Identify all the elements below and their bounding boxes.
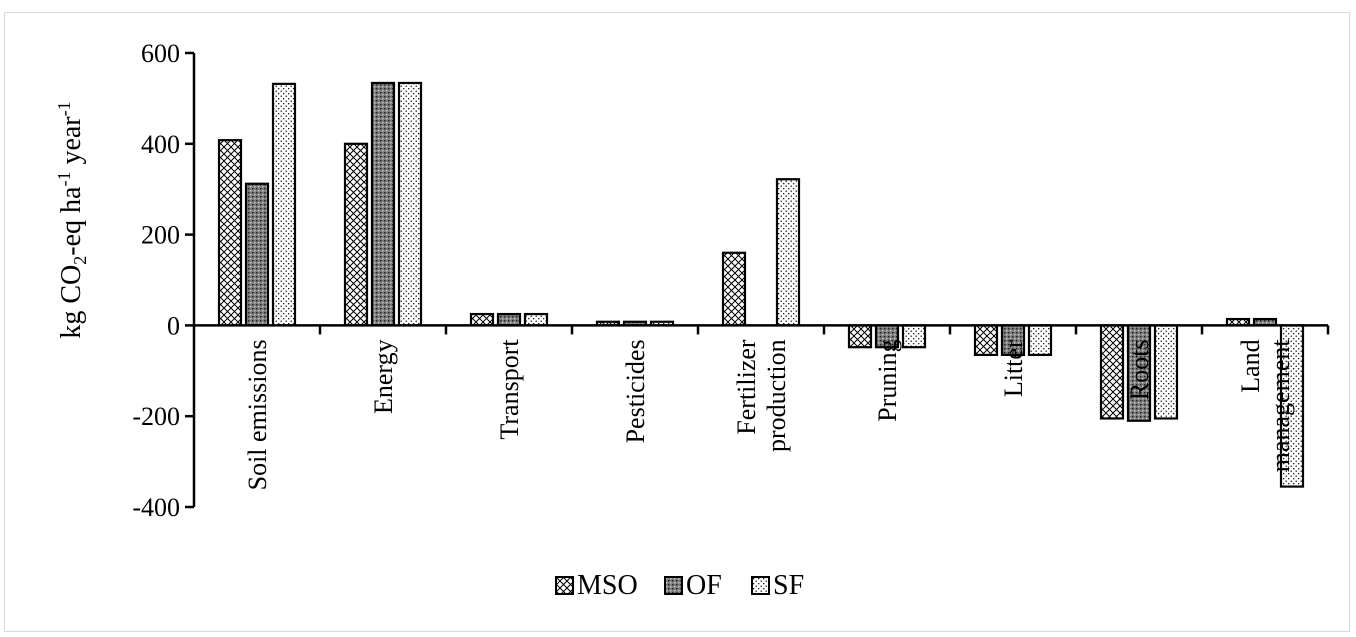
category-label: Transport <box>495 339 524 440</box>
y-tick-label: -200 <box>132 402 180 431</box>
bar-mso-5 <box>847 324 873 349</box>
category-label: Land <box>1236 339 1265 392</box>
bar-mso-7 <box>1099 324 1125 420</box>
y-tick-label: 0 <box>167 311 180 340</box>
y-tick-label: -400 <box>132 493 180 522</box>
legend-label-mso: MSO <box>577 570 638 601</box>
category-label: management <box>1266 339 1295 473</box>
bar-sf-0 <box>271 82 297 327</box>
bar-of-1 <box>370 81 396 327</box>
y-axis-title: kg CO2-eq ha-1 year-1 <box>54 101 90 338</box>
bar-sf-4 <box>775 178 801 327</box>
legend-label-of: OF <box>686 570 722 601</box>
y-tick-label: 200 <box>141 221 180 250</box>
y-tick-label: 600 <box>141 39 180 68</box>
legend: MSO OF SF <box>555 570 804 601</box>
category-label: production <box>762 339 791 452</box>
bar-sf-2 <box>523 312 549 327</box>
bar-mso-6 <box>973 324 999 357</box>
bar-sf-6 <box>1027 324 1053 357</box>
category-label: Energy <box>369 339 398 414</box>
bar-mso-4 <box>721 251 747 327</box>
bar-mso-2 <box>469 312 495 327</box>
legend-swatch-sf <box>751 576 770 595</box>
legend-label-sf: SF <box>773 570 804 601</box>
legend-swatch-of <box>664 576 683 595</box>
legend-swatch-mso <box>555 576 574 595</box>
category-label: Litter <box>999 339 1028 397</box>
category-label: Roots <box>1125 339 1154 400</box>
bar-sf-7 <box>1153 324 1179 420</box>
bar-of-0 <box>244 182 270 327</box>
bar-mso-1 <box>343 142 369 327</box>
bar-mso-0 <box>217 139 243 327</box>
category-label: Pruning <box>873 339 902 421</box>
category-label: Pesticides <box>621 339 650 443</box>
category-label: Soil emissions <box>243 339 272 490</box>
bar-of-2 <box>496 312 522 327</box>
category-labels: Soil emissions Energy Transport Pesticides F… <box>243 339 1295 491</box>
bar-sf-5 <box>901 324 927 349</box>
bars-group <box>217 81 1305 488</box>
y-tick-label: 400 <box>141 130 180 159</box>
bar-sf-1 <box>397 81 423 327</box>
axes-group: 600 400 200 0 -200 -400 <box>132 39 1330 522</box>
category-label: Fertilizer <box>732 339 761 435</box>
